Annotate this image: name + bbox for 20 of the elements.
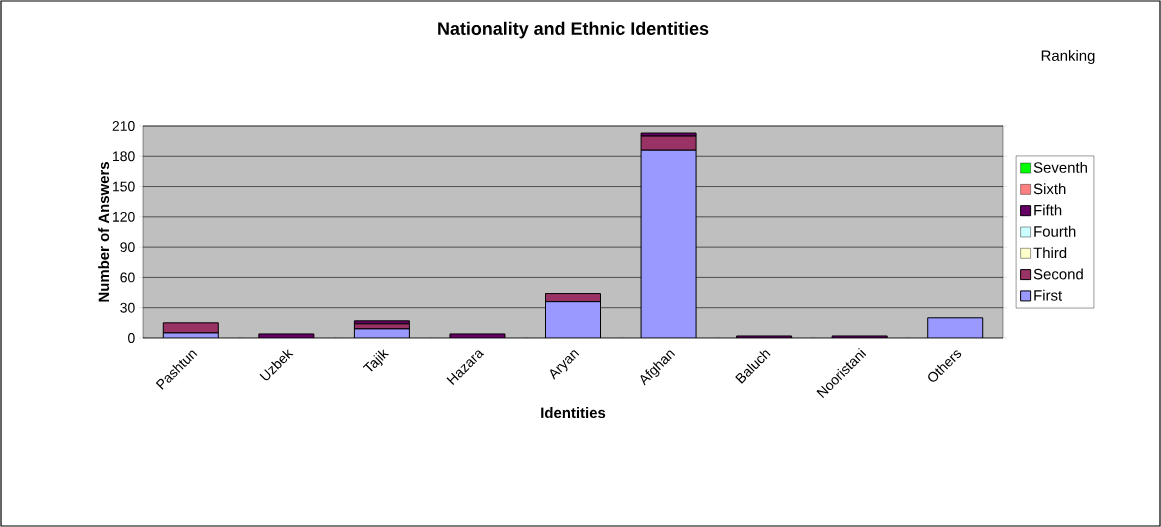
legend-label: Sixth	[1033, 183, 1066, 195]
y-tick-label: 150	[113, 181, 135, 192]
legend-title: Ranking	[1041, 50, 1095, 64]
y-tick-label: 120	[113, 211, 135, 222]
legend-label: First	[1034, 289, 1063, 301]
chart-title: Nationality and Ethnic Identities	[438, 21, 709, 39]
legend-label: Second	[1033, 268, 1083, 280]
y-tick-label: 0	[128, 333, 135, 343]
y-tick-label: 90	[120, 242, 135, 253]
legend-label: Seventh	[1033, 161, 1087, 173]
y-axis-title: Number of Answers	[98, 162, 110, 302]
y-tick-label: 60	[120, 272, 135, 283]
legend-label: Fourth	[1034, 225, 1076, 237]
y-tick-label: 210	[112, 121, 135, 131]
x-axis-title: Identities	[541, 407, 606, 419]
x-tick-label: Tajik	[362, 349, 390, 372]
y-tick-label: 180	[113, 151, 135, 162]
legend-label: Fifth	[1034, 204, 1062, 216]
legend-label: Third	[1033, 247, 1067, 259]
y-tick-label: 30	[120, 302, 135, 313]
